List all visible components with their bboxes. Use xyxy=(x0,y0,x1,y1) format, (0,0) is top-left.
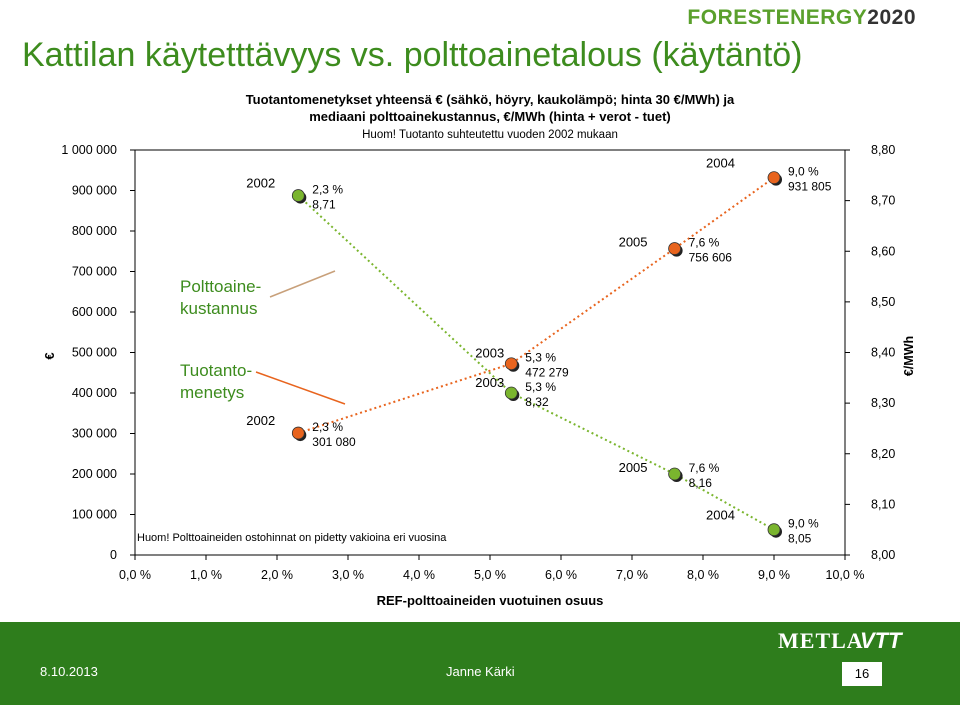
y-right-tick-label: 8,60 xyxy=(871,244,895,258)
x-tick-label: 0,0 % xyxy=(119,568,151,582)
note-bottom: Huom! Polttoaineiden ostohinnat on pidet… xyxy=(137,532,447,544)
data-point xyxy=(668,242,681,255)
y-left-tick-label: 600 000 xyxy=(72,305,117,319)
y-left-axis-label: € xyxy=(42,352,57,359)
data-point xyxy=(668,467,681,481)
data-label-value: 8,71 xyxy=(312,198,336,212)
data-label-share: 7,6 % xyxy=(689,461,720,475)
x-tick-label: 7,0 % xyxy=(616,568,648,582)
chart-title-line-1: Tuotantomenetykset yhteensä € (sähkö, hö… xyxy=(246,92,735,107)
data-label-share: 5,3 % xyxy=(525,380,556,394)
year-label: 2005 xyxy=(619,460,648,475)
footer-bar: METLA VTT 8.10.2013 Janne Kärki 16 xyxy=(0,622,960,705)
data-label-share: 2,3 % xyxy=(312,183,343,197)
data-label-value: 8,05 xyxy=(788,532,812,546)
scatter-chart: Tuotantomenetykset yhteensä € (sähkö, hö… xyxy=(42,92,916,608)
y-right-tick-label: 8,20 xyxy=(871,447,895,461)
data-label-value: 756 606 xyxy=(689,251,733,265)
data-point xyxy=(291,189,305,202)
y-right-tick-label: 8,50 xyxy=(871,295,895,309)
data-label-value: 931 805 xyxy=(788,180,832,194)
data-point xyxy=(504,386,518,400)
y-right-tick-label: 8,10 xyxy=(871,497,895,511)
data-point xyxy=(767,523,781,537)
data-label-value: 472 279 xyxy=(525,366,569,380)
year-label: 2004 xyxy=(706,508,735,523)
y-right-tick-label: 8,40 xyxy=(871,346,895,360)
y-left-tick-label: 700 000 xyxy=(72,265,117,279)
y-right-tick-label: 8,80 xyxy=(871,143,895,157)
y-left-tick-label: 100 000 xyxy=(72,508,117,522)
forestenergy-logo: FORESTENERGY2020 xyxy=(687,6,916,30)
metla-logo: METLA xyxy=(778,628,864,653)
data-point xyxy=(767,171,781,185)
slide-title: Kattilan käytetttävyys vs. polttoainetal… xyxy=(22,36,803,74)
data-label-share: 9,0 % xyxy=(788,517,819,531)
callout-fuel-cost-line-1: Polttoaine- xyxy=(180,277,261,296)
series-line-polttoainekustannus xyxy=(297,194,775,531)
year-label: 2002 xyxy=(246,176,275,191)
y-left-tick-label: 0 xyxy=(110,548,117,562)
y-left-tick-label: 400 000 xyxy=(72,386,117,400)
x-tick-label: 5,0 % xyxy=(474,568,506,582)
x-tick-label: 9,0 % xyxy=(758,568,790,582)
data-label-value: 8,32 xyxy=(525,395,549,409)
x-tick-label: 8,0 % xyxy=(687,568,719,582)
data-label-share: 2,3 % xyxy=(312,420,343,434)
y-left-tick-label: 800 000 xyxy=(72,224,117,238)
year-label: 2003 xyxy=(475,346,504,361)
brand-text: FORESTENERGY xyxy=(687,6,868,29)
year-label: 2005 xyxy=(619,235,648,250)
y-left-tick-label: 500 000 xyxy=(72,346,117,360)
chart-title-line-2: mediaani polttoainekustannus, €/MWh (hin… xyxy=(309,109,671,124)
note-top: Huom! Tuotanto suhteutettu vuoden 2002 m… xyxy=(362,129,618,141)
vtt-logo: VTT xyxy=(860,628,902,653)
y-right-tick-label: 8,00 xyxy=(871,548,895,562)
footer-date: 8.10.2013 xyxy=(40,664,98,679)
x-tick-label: 10,0 % xyxy=(826,568,865,582)
year-label: 2004 xyxy=(706,156,735,171)
data-label-share: 9,0 % xyxy=(788,165,819,179)
x-axis-label: REF-polttoaineiden vuotuinen osuus xyxy=(377,593,604,608)
callout-fuel-cost-pointer xyxy=(269,270,336,298)
x-tick-label: 6,0 % xyxy=(545,568,577,582)
callout-production-loss-line-2: menetys xyxy=(180,383,244,402)
y-left-tick-label: 1 000 000 xyxy=(61,143,117,157)
year-label: 2003 xyxy=(475,375,504,390)
callout-production-loss-pointer xyxy=(255,371,346,405)
data-label-share: 5,3 % xyxy=(525,351,556,365)
data-point xyxy=(291,426,305,440)
y-left-tick-label: 300 000 xyxy=(72,427,117,441)
data-label-value: 301 080 xyxy=(312,435,356,449)
x-tick-label: 1,0 % xyxy=(190,568,222,582)
y-left-tick-label: 900 000 xyxy=(72,184,117,198)
x-tick-label: 2,0 % xyxy=(261,568,293,582)
page-number: 16 xyxy=(842,662,882,686)
x-tick-label: 4,0 % xyxy=(403,568,435,582)
brand-year: 2020 xyxy=(867,6,916,29)
year-label: 2002 xyxy=(246,413,275,428)
data-label-value: 8,16 xyxy=(689,476,713,490)
x-tick-label: 3,0 % xyxy=(332,568,364,582)
y-right-tick-label: 8,30 xyxy=(871,396,895,410)
y-right-tick-label: 8,70 xyxy=(871,194,895,208)
data-label-share: 7,6 % xyxy=(689,236,720,250)
callout-fuel-cost-line-2: kustannus xyxy=(180,299,258,318)
data-point xyxy=(504,357,518,371)
callout-production-loss-line-1: Tuotanto- xyxy=(180,361,252,380)
y-left-tick-label: 200 000 xyxy=(72,467,117,481)
footer-author: Janne Kärki xyxy=(446,664,515,679)
y-right-axis-label: €/MWh xyxy=(902,336,916,376)
